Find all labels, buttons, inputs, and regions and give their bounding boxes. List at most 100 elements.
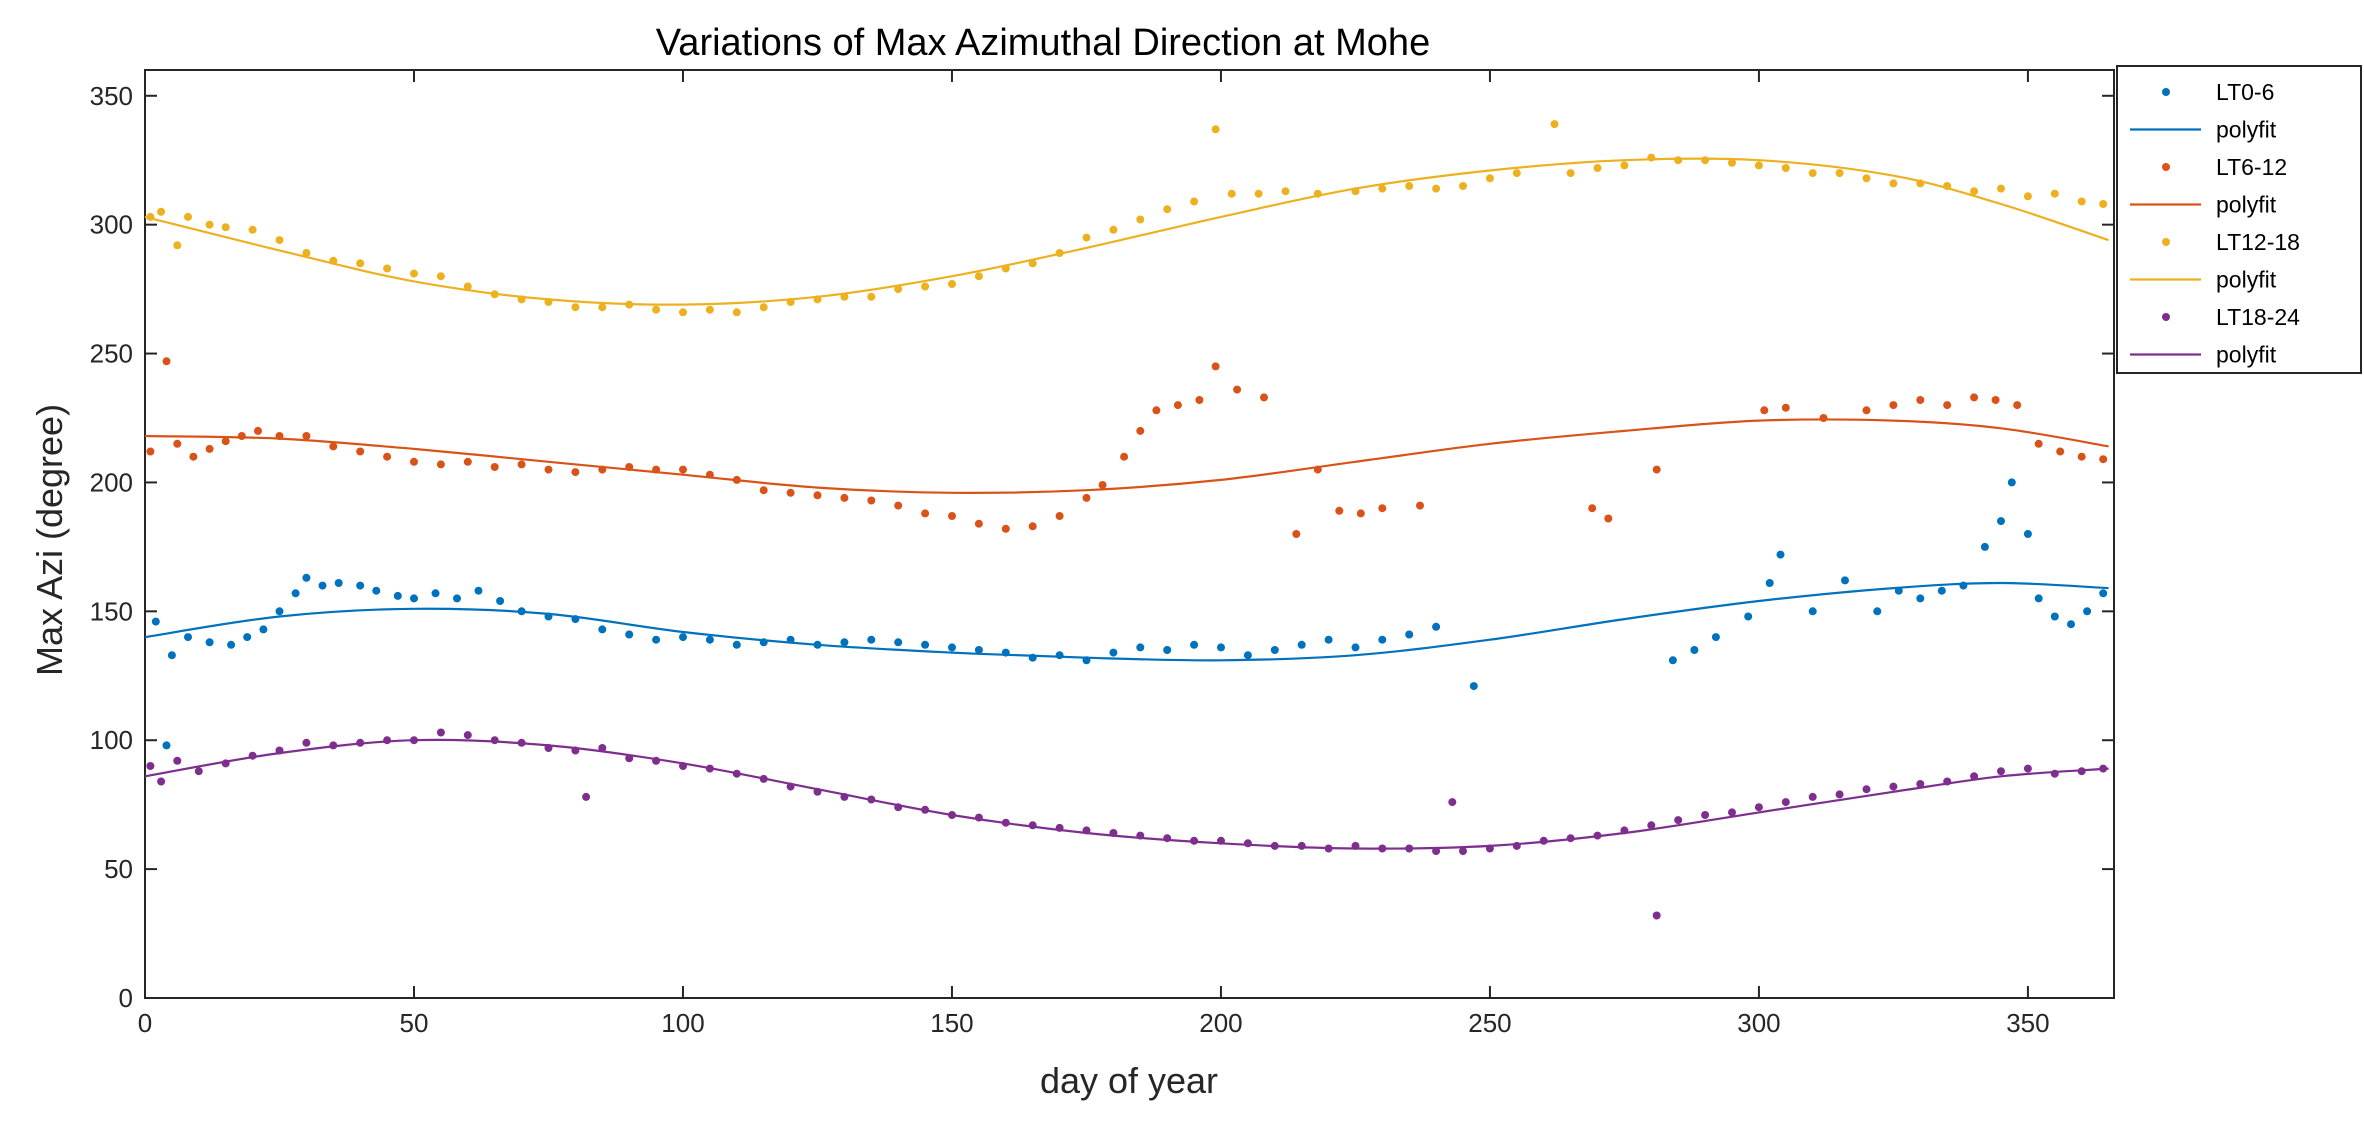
data-point [867, 496, 876, 505]
data-point [571, 468, 580, 477]
data-point [1270, 646, 1279, 654]
y-tick-label: 100 [90, 725, 133, 755]
data-point [974, 519, 983, 528]
data-point [1297, 640, 1306, 649]
data-point [2056, 447, 2065, 456]
data-point [1163, 646, 1172, 654]
data-point [1835, 169, 1844, 178]
data-point [1378, 635, 1387, 644]
data-point [237, 432, 246, 440]
data-point [2007, 478, 2016, 487]
data-point [383, 264, 392, 273]
data-point [1292, 530, 1301, 538]
data-point [1781, 403, 1790, 412]
data-point [410, 457, 418, 466]
data-point [1744, 612, 1753, 621]
data-point [1324, 635, 1333, 644]
data-point [652, 635, 661, 644]
data-point [334, 579, 343, 587]
x-axis-label: day of year [1040, 1060, 1218, 1101]
data-point [1620, 161, 1629, 170]
data-point [1776, 550, 1785, 559]
data-point [2099, 200, 2108, 208]
data-point [1862, 785, 1871, 794]
data-point [1674, 156, 1683, 165]
data-point [1335, 506, 1344, 515]
data-point [1190, 197, 1199, 206]
data-point [173, 439, 182, 448]
data-point [1243, 839, 1252, 848]
x-tick-label: 350 [2006, 1008, 2049, 1038]
data-point [705, 305, 714, 314]
data-point [1195, 396, 1204, 404]
data-point [1652, 465, 1661, 474]
data-point [544, 465, 553, 474]
data-point [2099, 455, 2108, 464]
data-point [275, 607, 284, 616]
y-tick-label: 50 [104, 854, 133, 884]
data-point [948, 643, 956, 652]
data-point [1781, 798, 1790, 807]
data-point [1889, 782, 1898, 791]
legend-label: LT18-24 [2216, 304, 2300, 330]
data-point [474, 586, 483, 595]
data-point [383, 452, 392, 461]
data-point [1512, 169, 1521, 178]
data-point [1260, 393, 1268, 402]
data-point [2023, 530, 2032, 538]
data-point [2077, 197, 2086, 206]
data-point [1862, 406, 1871, 415]
y-tick-label: 200 [90, 467, 133, 497]
legend-fit-label: polyfit [2216, 117, 2277, 143]
data-point [921, 640, 930, 649]
y-tick-label: 350 [90, 81, 133, 111]
data-point [571, 303, 580, 312]
data-point [2099, 589, 2108, 598]
data-point [173, 756, 182, 765]
data-point [1754, 803, 1763, 812]
data-point [463, 457, 472, 466]
data-point [151, 617, 160, 626]
data-point [157, 777, 166, 786]
data-point [1728, 158, 1736, 167]
data-point [1701, 156, 1710, 165]
data-point [679, 465, 687, 474]
data-point [1448, 798, 1457, 807]
data-point [732, 308, 741, 317]
legend-fit-label: polyfit [2216, 267, 2277, 293]
fit-line-LT12-18 [144, 157, 2109, 306]
legend-label: LT12-18 [2216, 229, 2300, 255]
data-point [2034, 439, 2043, 448]
data-point [1991, 396, 2000, 404]
data-point [1873, 607, 1882, 616]
data-point [1190, 640, 1199, 649]
data-point [2077, 452, 2086, 461]
data-point [1109, 225, 1118, 234]
data-point [517, 460, 526, 469]
data-point [1674, 816, 1683, 825]
series-LT18-24 [144, 728, 2109, 920]
series-LT12-18 [144, 120, 2109, 317]
plot-area [144, 69, 2115, 999]
data-point [490, 463, 499, 471]
data-point [1668, 656, 1677, 665]
data-point [162, 741, 171, 750]
data-point [1233, 385, 1242, 394]
data-point [1405, 630, 1414, 639]
data-point [275, 236, 284, 245]
data-point [1055, 651, 1064, 660]
data-point [1970, 187, 1979, 196]
data-point [205, 444, 214, 453]
legend: LT0-6 polyfit LT6-12 polyfit LT12-18 polyfit L… [2116, 65, 2362, 374]
data-point [1943, 401, 1952, 410]
data-point [1781, 164, 1790, 172]
data-point [1028, 522, 1037, 531]
data-point [157, 207, 166, 216]
data-point [921, 509, 930, 518]
data-point [1028, 259, 1037, 268]
data-point [1808, 607, 1817, 616]
data-point [1550, 120, 1559, 129]
data-point [894, 501, 903, 510]
y-axis: 0 50 100 150 200 250 300 350 [90, 81, 2114, 1013]
